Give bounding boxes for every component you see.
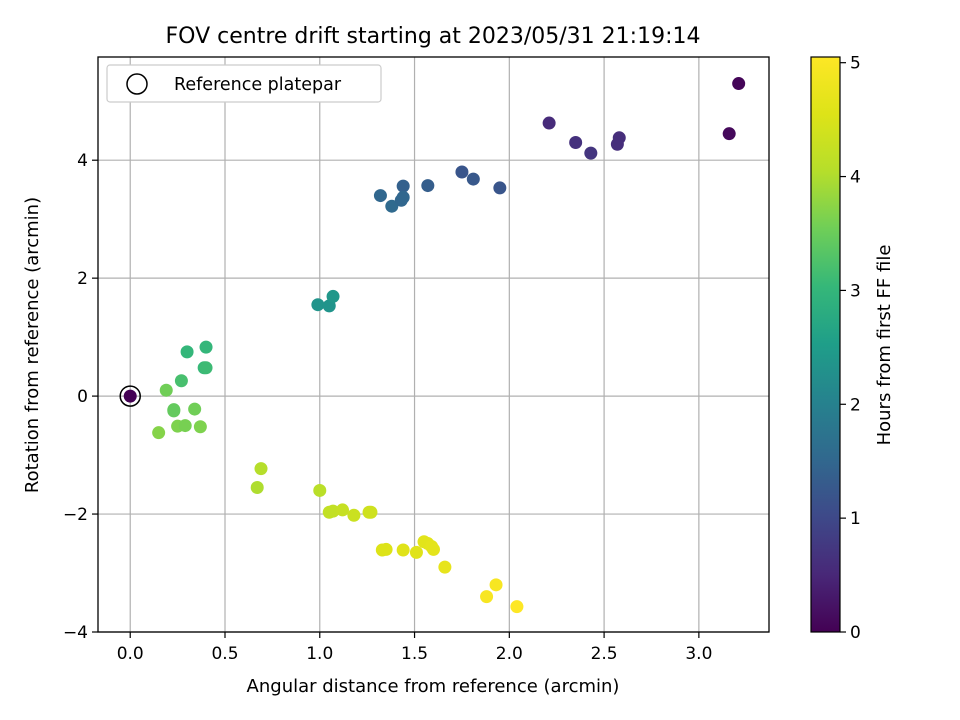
y-tick-label: −4 — [63, 623, 88, 643]
chart-title: FOV centre drift starting at 2023/05/31 … — [166, 24, 701, 49]
data-point — [493, 181, 507, 195]
x-axis: 0.0 0.5 1.0 1.5 2.0 2.5 3.0 — [117, 632, 712, 664]
data-point — [480, 590, 494, 604]
data-point — [188, 402, 202, 416]
data-point — [180, 345, 194, 359]
x-tick-label: 0.5 — [211, 644, 238, 664]
colorbar-tick-label: 0 — [850, 623, 861, 643]
data-point — [313, 483, 327, 497]
colorbar-tick-label: 4 — [850, 168, 861, 188]
data-point — [569, 136, 583, 150]
data-point — [385, 199, 399, 213]
colorbar-tick-label: 3 — [850, 281, 861, 301]
data-point — [336, 503, 350, 517]
data-points — [119, 77, 746, 614]
data-point — [326, 504, 340, 518]
data-point — [152, 426, 166, 440]
colorbar-label: Hours from first FF file — [874, 245, 895, 446]
data-point — [311, 298, 325, 312]
colorbar-tick-label: 5 — [850, 54, 861, 74]
data-point — [612, 131, 626, 145]
data-point — [438, 560, 452, 574]
data-point — [722, 127, 736, 141]
data-point — [396, 190, 410, 204]
reference-platepar-marker — [119, 385, 141, 407]
data-point — [466, 172, 480, 186]
data-point — [489, 578, 503, 592]
data-point — [542, 116, 556, 130]
data-point — [250, 481, 264, 495]
x-tick-label: 0.0 — [117, 644, 144, 664]
y-tick-label: 4 — [77, 151, 88, 171]
x-tick-label: 2.5 — [591, 644, 618, 664]
y-tick-label: 2 — [77, 269, 88, 289]
data-point — [326, 289, 340, 303]
y-tick-label: 0 — [77, 387, 88, 407]
data-point — [732, 77, 746, 91]
grid-lines — [98, 57, 769, 633]
data-point — [455, 165, 469, 179]
data-point — [199, 361, 213, 375]
x-axis-label: Angular distance from reference (arcmin) — [247, 676, 620, 697]
y-axis-label: Rotation from reference (arcmin) — [22, 197, 43, 493]
legend-box — [106, 64, 382, 103]
x-tick-label: 1.5 — [401, 644, 428, 664]
colorbar-ticks: 0 1 2 3 4 5 — [840, 54, 861, 643]
data-point — [427, 542, 440, 556]
colorbar-gradient — [810, 56, 841, 633]
x-tick-label: 2.0 — [496, 644, 523, 664]
data-point — [167, 404, 181, 418]
plot-frame — [97, 56, 770, 633]
data-point — [347, 508, 361, 522]
data-point — [396, 179, 410, 193]
data-point — [123, 389, 137, 403]
colorbar-tick-label: 1 — [850, 509, 861, 529]
data-point — [364, 505, 378, 519]
data-point — [510, 600, 524, 614]
y-axis: −4 −2 0 2 4 — [63, 151, 98, 643]
data-point — [409, 545, 423, 559]
data-point — [199, 340, 213, 354]
data-point — [373, 189, 387, 203]
data-point — [379, 542, 393, 556]
data-point — [193, 420, 207, 434]
data-point — [421, 179, 435, 193]
legend-label-reference: Reference platepar — [174, 75, 342, 95]
data-point — [178, 419, 192, 433]
data-point — [584, 146, 598, 160]
data-point — [159, 383, 173, 397]
colorbar-tick-label: 2 — [850, 395, 861, 415]
data-point — [396, 543, 410, 557]
x-tick-label: 1.0 — [306, 644, 333, 664]
legend: Reference platepar — [106, 64, 382, 103]
legend-marker-reference — [126, 73, 148, 95]
x-tick-label: 3.0 — [685, 644, 712, 664]
data-point — [174, 374, 188, 388]
data-point — [254, 462, 268, 476]
colorbar: 0 1 2 3 4 5 Hours from first FF file — [810, 54, 895, 643]
y-tick-label: −2 — [63, 505, 88, 525]
